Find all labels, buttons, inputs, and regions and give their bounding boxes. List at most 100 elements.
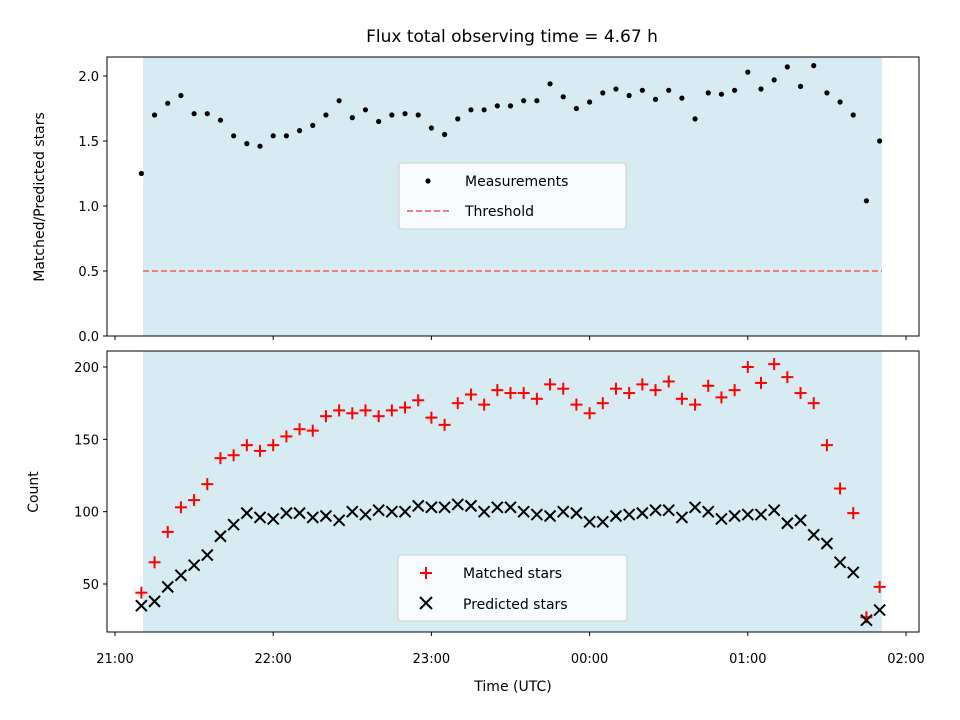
predicted-star-marker [280,506,293,520]
matched-star-marker [794,387,807,400]
measurement-point [270,133,276,139]
matched-star-marker [873,580,886,593]
measurement-point [204,111,210,117]
matched-star-marker [807,397,820,410]
measurement-point [376,118,382,125]
top-y-axis-label: Matched/Predicted stars [32,112,48,282]
measurement-point [494,103,500,109]
measurement-point [138,170,144,177]
measurement-point [402,111,408,117]
predicted-star-marker [187,558,201,572]
matched-star-marker [754,376,767,389]
bottom-y-tick-label: 200 [74,361,99,376]
bottom-legend-box [397,554,628,622]
predicted-star-marker [649,504,662,517]
legend-predicted-marker [419,596,433,610]
measurement-point [811,63,817,69]
matched-star-marker [689,398,702,411]
predicted-star-marker [794,514,807,527]
predicted-star-marker [715,512,728,526]
measurement-point [178,92,184,99]
matched-star-marker [267,439,280,452]
predicted-star-marker [807,528,820,542]
matched-star-marker [504,387,517,400]
legend-predicted-label: Predicted stars [463,597,568,613]
bottom-axes-frame [106,350,920,633]
predicted-star-marker [504,501,517,514]
measurement-point [863,198,870,204]
matched-star-marker [741,361,754,373]
matched-star-marker [385,404,398,417]
predicted-star-marker [438,501,451,514]
predicted-star-marker [491,501,504,514]
measurement-point [336,98,342,104]
predicted-star-marker [385,505,399,518]
matched-star-marker [333,404,346,417]
predicted-star-marker [201,548,214,562]
matched-star-marker [649,384,662,397]
top-y-ticks: 0.0 0.5 1.0 1.5 2.0 [78,70,107,345]
matched-star-marker [820,439,833,452]
predicted-star-marker [873,603,886,617]
matched-star-marker [478,398,491,411]
measurement-point [244,141,250,147]
predicted-star-marker [609,509,623,523]
matched-star-marker [319,410,332,423]
chart-title: Flux total observing time = 4.67 h [366,27,658,47]
bottom-x-ticks: 21:00 22:00 23:00 00:00 01:00 02:00 [96,632,925,667]
bottom-y-ticks: 50 100 150 200 [74,361,107,593]
bottom-y-axis-label: Count [26,471,42,513]
measurement-points [138,63,883,204]
measurement-point [481,107,487,113]
predicted-star-marker [847,566,860,579]
legend-threshold-label: Threshold [464,204,534,220]
measurement-point [151,112,158,118]
bottom-y-tick-label: 50 [82,578,99,593]
measurement-point [362,107,369,113]
predicted-star-marker [240,506,254,520]
measurement-point [877,138,883,144]
measurement-point [389,112,395,118]
matched-star-marker [530,392,543,405]
x-tick-label: 00:00 [571,652,608,667]
measurement-point [441,131,448,138]
predicted-star-marker [398,505,412,518]
measurement-point [850,112,856,118]
measurement-point [507,103,514,109]
measurement-point [679,95,685,101]
predicted-star-marker [583,515,596,529]
measurement-point [639,87,645,93]
predicted-star-marker [596,515,609,529]
top-y-tick-label: 2.0 [78,70,99,85]
measurement-point [600,90,606,96]
legend-measurements-label: Measurements [465,174,568,190]
predicted-star-marker [161,580,174,594]
top-y-tick-label: 0.5 [78,265,99,280]
predicted-star-marker [741,508,755,521]
measurement-point [745,69,751,75]
bottom-y-tick-label: 150 [74,433,99,448]
x-tick-label: 21:00 [96,652,133,667]
x-tick-label: 02:00 [887,652,924,667]
measurement-point [587,99,593,105]
predicted-star-marker [702,505,715,518]
matched-star-marker [570,398,583,411]
measurement-point [613,86,619,92]
x-axis-label: Time (UTC) [473,679,551,695]
matched-star-marker [201,478,214,491]
matched-star-marker [715,391,728,404]
measurement-point [784,64,790,70]
predicted-star-marker [636,506,649,520]
measurement-point [797,83,804,89]
measurement-point [771,77,777,83]
matched-star-marker [161,525,174,538]
measurement-point [231,133,237,139]
measurement-point [824,90,830,96]
matched-star-marker [675,392,688,405]
matched-star-marker [636,378,649,391]
matched-star-marker [148,556,161,569]
measurement-point [626,92,632,99]
matched-star-marker [254,444,267,457]
predicted-star-marker [675,511,689,524]
